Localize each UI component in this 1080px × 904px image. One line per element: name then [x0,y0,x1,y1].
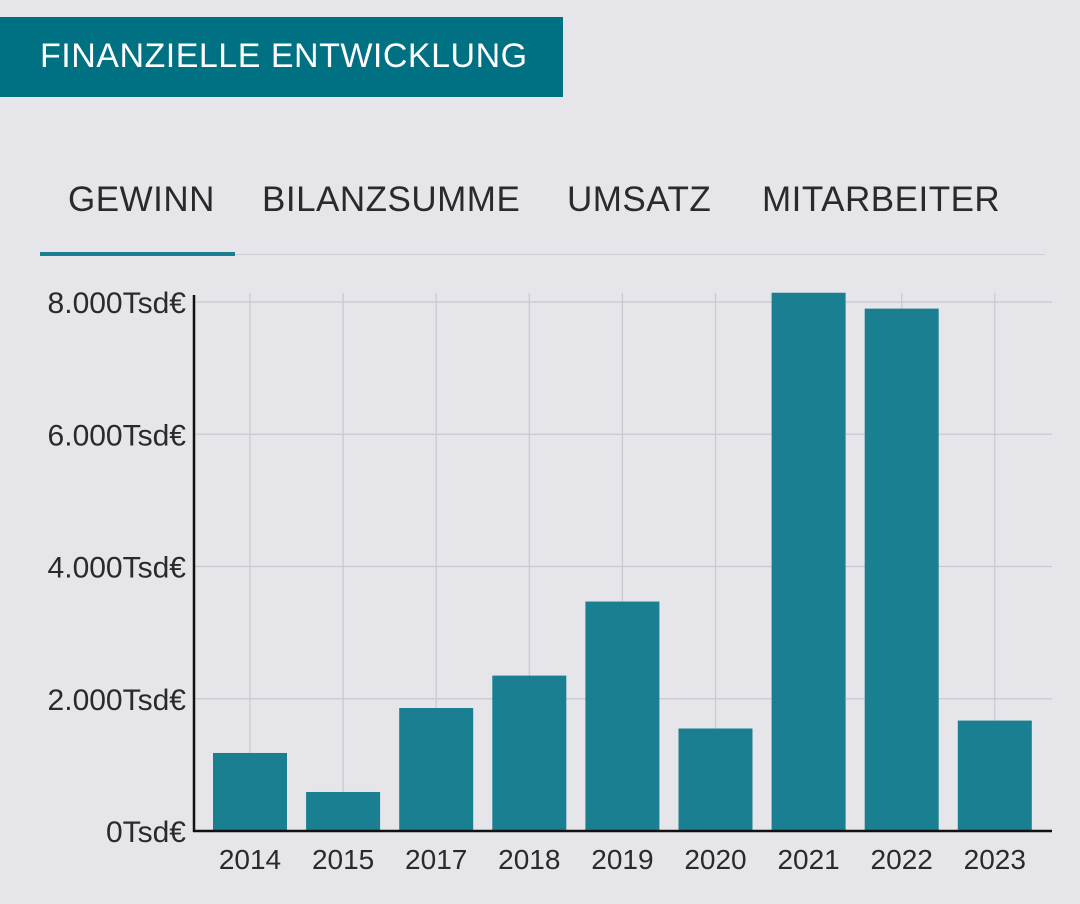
bar-2017 [399,708,474,831]
tab-umsatz[interactable]: UMSATZ [567,180,712,219]
bar-2023 [957,720,1032,831]
bar-2015 [306,791,381,831]
x-tick-label: 2021 [777,844,839,875]
y-tick-label: 8.000Tsd€ [48,287,187,320]
bar-2022 [864,308,939,831]
y-tick-label: 2.000Tsd€ [48,684,187,717]
x-tick-label: 2022 [871,844,933,875]
y-tick-label: 6.000Tsd€ [48,419,187,452]
x-tick-label: 2023 [964,844,1026,875]
x-tick-label: 2018 [498,844,560,875]
y-tick-label: 4.000Tsd€ [48,552,187,585]
x-tick-label: 2015 [312,844,374,875]
x-tick-label: 2020 [684,844,746,875]
y-tick-label: 0Tsd€ [106,816,186,849]
tab-bar: GEWINN BILANZSUMME UMSATZ MITARBEITER [40,166,1045,256]
bar-2020 [678,728,753,831]
bar-2014 [213,752,287,831]
x-tick-label: 2014 [219,844,281,875]
bar-2018 [492,675,567,831]
page-title: FINANZIELLE ENTWICKLUNG [0,17,563,97]
active-tab-indicator [40,252,235,256]
bar-2021 [771,292,846,831]
tab-bilanzsumme[interactable]: BILANZSUMME [262,180,521,219]
bar-2019 [585,601,660,831]
tab-gewinn[interactable]: GEWINN [68,180,215,219]
x-tick-label: 2017 [405,844,467,875]
tab-mitarbeiter[interactable]: MITARBEITER [762,180,1001,219]
x-tick-label: 2019 [591,844,653,875]
